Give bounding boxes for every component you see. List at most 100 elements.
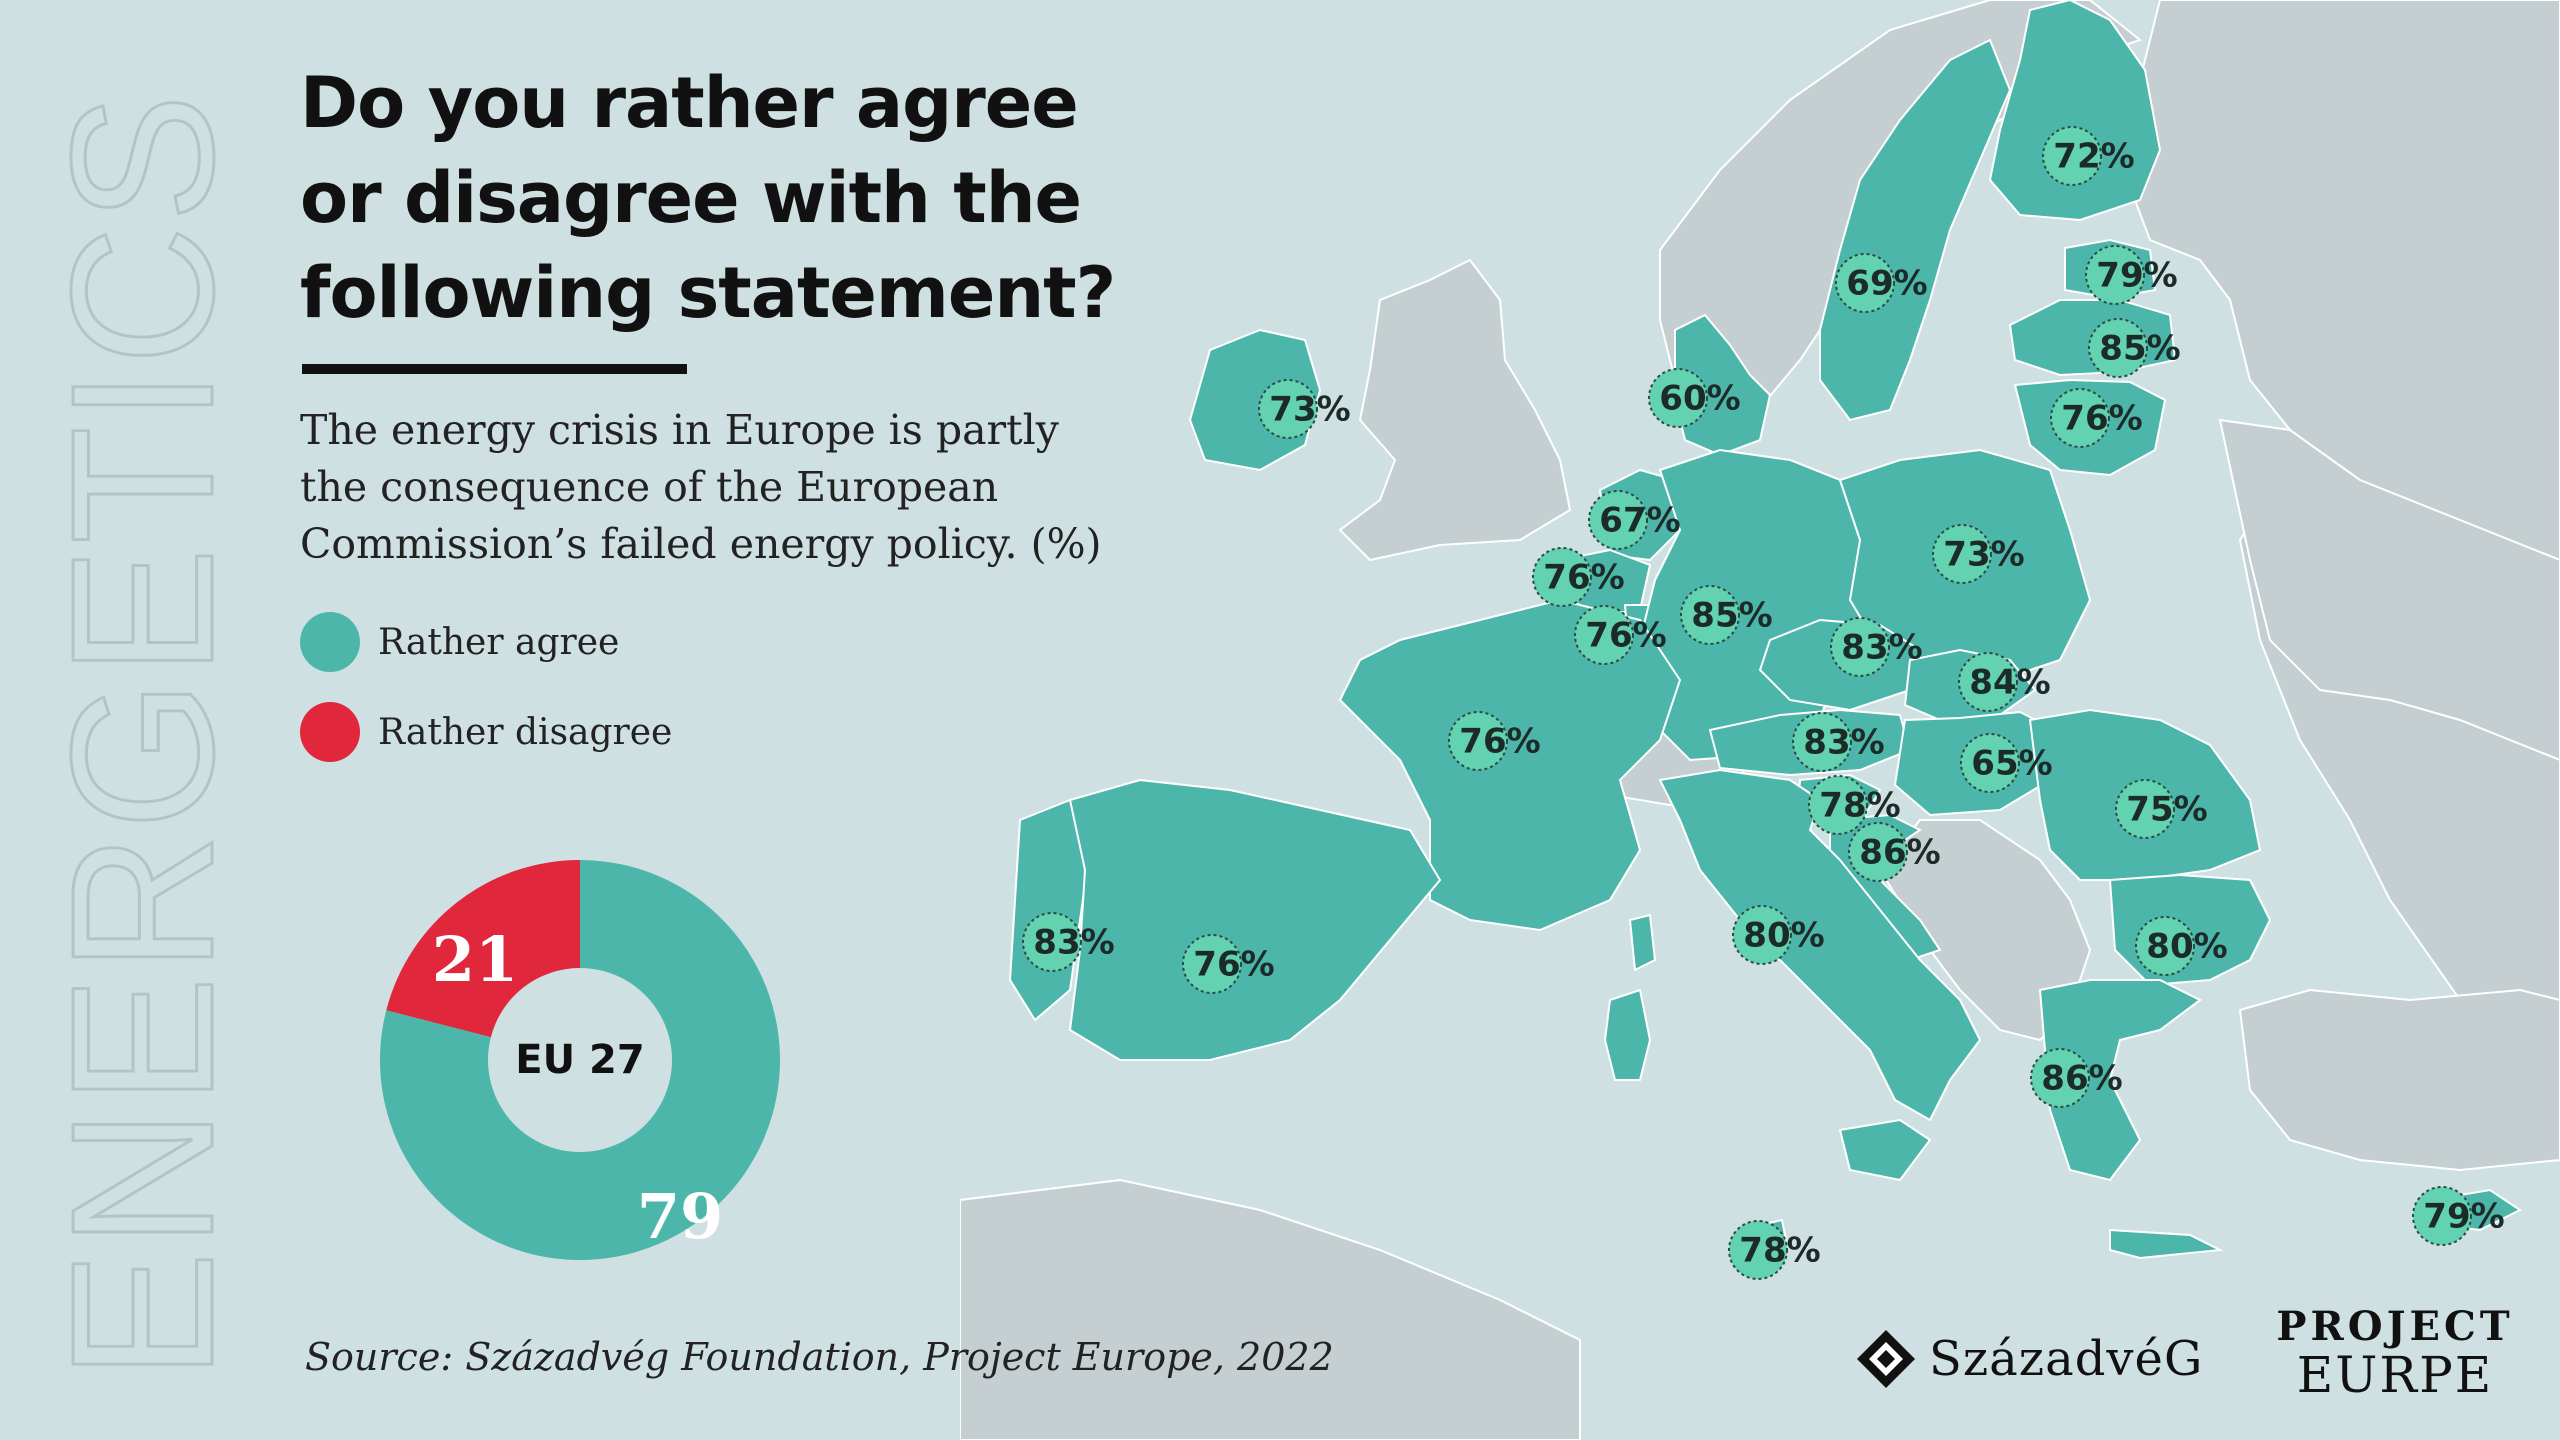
map-label-bubble (2050, 388, 2110, 448)
source-note: Source: Századvég Foundation, Project Eu… (305, 1335, 1334, 1379)
map-value-label: 79% (2423, 1197, 2504, 1237)
map-label-ireland: 73% (1258, 379, 1351, 439)
map-label-czechia: 83% (1830, 617, 1923, 677)
legend-label-agree: Rather agree (378, 621, 620, 663)
map-label-bubble (1022, 912, 1082, 972)
legend-item-agree: Rather agree (300, 612, 672, 672)
map-label-cyprus: 79% (2412, 1186, 2505, 1246)
map-value-label: 85% (1691, 596, 1772, 636)
map-value-label: 67% (1599, 501, 1680, 541)
north-africa-shape (960, 1178, 1581, 1440)
map-label-italy: 80% (1732, 905, 1825, 965)
map-value-label: 78% (1819, 786, 1900, 826)
ukraine-belarus-shape (2218, 418, 2560, 762)
map-label-france: 76% (1448, 711, 1541, 771)
map-label-finland: 72% (2042, 126, 2135, 186)
map-value-label: 65% (1971, 744, 2052, 784)
map-label-bubble (1574, 605, 1634, 665)
map-label-bubble (1532, 547, 1592, 607)
turkey-shape (2238, 988, 2560, 1172)
donut-value-label: 79 (637, 1180, 723, 1253)
map-value-label: 73% (1269, 390, 1350, 430)
map-label-denmark: 60% (1648, 368, 1741, 428)
europe-map: 72% 69% 79% 85% 76% 60% 73% 67% 76% 76% 85% 73% 83% 8… (960, 0, 2560, 1440)
country-shape-sardinia (1603, 988, 1652, 1081)
balkans-shape (1878, 819, 2092, 1042)
project-europe-line2: EURPE (2296, 1346, 2494, 1404)
donut-slice-agree (380, 860, 780, 1260)
map-label-germany: 85% (1680, 585, 1773, 645)
map-label-portugal: 83% (1022, 912, 1115, 972)
map-value-label: 76% (1543, 558, 1624, 598)
legend: Rather agree Rather disagree (300, 612, 672, 792)
map-label-bubble (2042, 126, 2102, 186)
map-label-bubble (1258, 379, 1318, 439)
project-europe-logo: PROJECT EURPE (2270, 1306, 2520, 1404)
eu27-donut-chart: 79 21 EU 27 (380, 860, 780, 1260)
map-value-label: 75% (2126, 790, 2207, 830)
map-label-bubble (1958, 652, 2018, 712)
map-label-bubble (1680, 585, 1740, 645)
page-title: Do you rather agree or disagree with the… (300, 62, 1116, 334)
map-value-label: 73% (1943, 535, 2024, 575)
map-value-label: 76% (2061, 399, 2142, 439)
map-label-bubble (1648, 368, 1708, 428)
map-label-austria: 83% (1792, 712, 1885, 772)
map-label-bubble (1588, 490, 1648, 550)
title-underline (302, 364, 687, 374)
map-label-bubble (1728, 1220, 1788, 1280)
map-value-label: 84% (1969, 663, 2050, 703)
donut-value-label: 21 (432, 923, 518, 996)
map-label-bubble (2135, 916, 2195, 976)
map-label-sweden: 69% (1835, 253, 1928, 313)
map-value-label: 86% (1859, 833, 1940, 873)
map-label-bubble (2030, 1048, 2090, 1108)
map-label-slovakia: 84% (1958, 652, 2051, 712)
country-shape-sicily (1838, 1118, 1932, 1182)
map-label-bubble (1830, 617, 1890, 677)
map-label-netherlands: 67% (1588, 490, 1681, 550)
map-label-bubble (1448, 711, 1508, 771)
map-value-label: 78% (1739, 1231, 1820, 1271)
country-shape-corsica (1628, 913, 1657, 972)
map-label-bubble (2412, 1186, 2472, 1246)
legend-swatch-disagree (300, 702, 360, 762)
map-label-spain: 76% (1182, 934, 1275, 994)
map-value-label: 86% (2041, 1059, 2122, 1099)
country-shape-greece (2038, 979, 2202, 1182)
map-value-label: 76% (1459, 722, 1540, 762)
map-value-label: 83% (1803, 723, 1884, 763)
map-label-croatia: 86% (1848, 822, 1941, 882)
map-label-romania: 75% (2115, 779, 2208, 839)
map-label-bubble (1808, 775, 1868, 835)
map-value-label: 83% (1841, 628, 1922, 668)
map-label-malta: 78% (1728, 1220, 1821, 1280)
donut-center-label: EU 27 (515, 1037, 644, 1083)
map-value-label: 85% (2099, 329, 2180, 369)
map-label-bubble (2085, 245, 2145, 305)
map-label-bubble (2115, 779, 2175, 839)
map-label-poland: 73% (1932, 524, 2025, 584)
country-shape-sweden (1819, 38, 2012, 422)
map-label-lithuania: 76% (2050, 388, 2143, 448)
map-label-latvia: 85% (2088, 318, 2181, 378)
map-label-greece: 86% (2030, 1048, 2123, 1108)
map-value-label: 60% (1659, 379, 1740, 419)
map-label-slovenia: 78% (1808, 775, 1901, 835)
szazadveg-logo: SzázadvéG (1855, 1328, 2203, 1390)
map-value-label: 76% (1585, 616, 1666, 656)
map-label-luxembourg: 76% (1574, 605, 1667, 665)
donut-slice-disagree (386, 860, 580, 1038)
szazadveg-logo-text: SzázadvéG (1929, 1331, 2204, 1387)
map-label-estonia: 79% (2085, 245, 2178, 305)
country-shape-crete (2109, 1228, 2224, 1260)
map-label-bubble (1732, 905, 1792, 965)
legend-label-disagree: Rather disagree (378, 711, 673, 753)
szazadveg-diamond-icon (1857, 1330, 1915, 1388)
question-statement: The energy crisis in Europe is partly th… (300, 406, 1102, 568)
map-label-bubble (1792, 712, 1852, 772)
side-word-energetics: ENERGETICS (40, 90, 240, 1380)
map-label-bubble (2088, 318, 2148, 378)
map-label-bubble (1182, 934, 1242, 994)
map-label-bubble (1835, 253, 1895, 313)
